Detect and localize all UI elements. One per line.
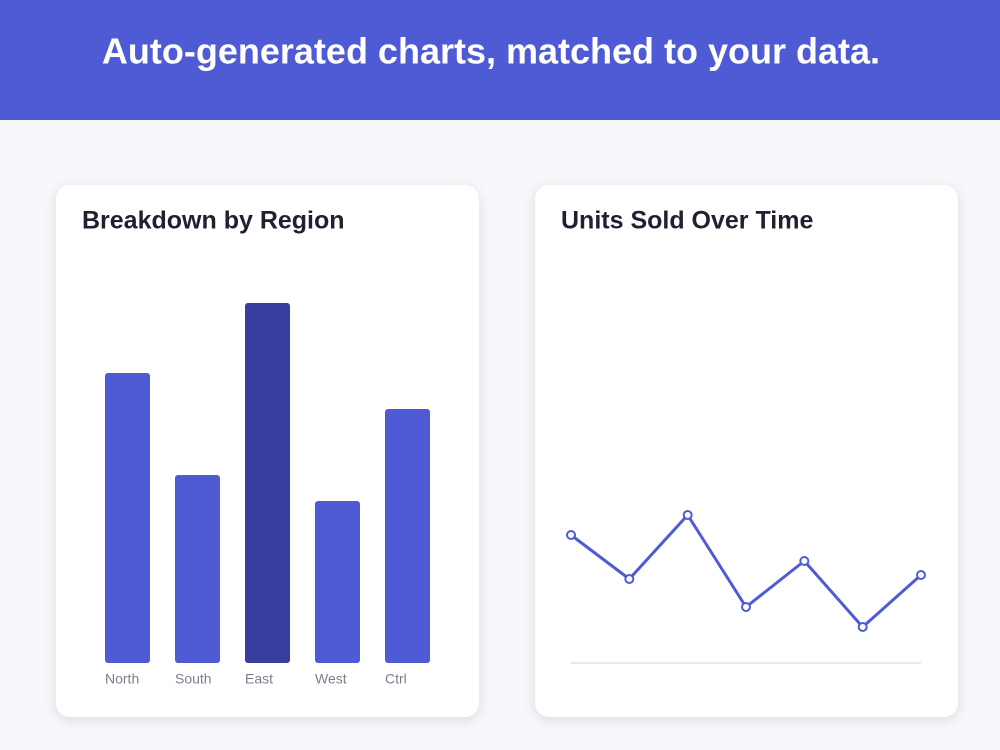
bar (245, 303, 290, 663)
x-tick-label: West (315, 671, 347, 687)
card (535, 185, 958, 717)
chart-title: Units Sold Over Time (561, 207, 813, 235)
x-tick-label: North (105, 671, 139, 687)
point (682, 510, 693, 520)
chart-title: Breakdown by Region (82, 207, 345, 235)
bar (315, 501, 360, 663)
x-tick-label: South (175, 671, 212, 687)
bar (105, 373, 150, 663)
point (857, 622, 868, 632)
bar (175, 475, 220, 663)
x-tick-label: Ctrl (385, 671, 407, 687)
point (566, 530, 576, 540)
header-bar (0, 0, 1000, 120)
point (799, 556, 810, 566)
x-tick-label: East (245, 671, 273, 687)
point (624, 574, 635, 584)
point (916, 570, 926, 580)
point (741, 602, 751, 612)
bar (385, 409, 430, 663)
header-title: Auto-generated charts, matched to your d… (102, 31, 880, 72)
